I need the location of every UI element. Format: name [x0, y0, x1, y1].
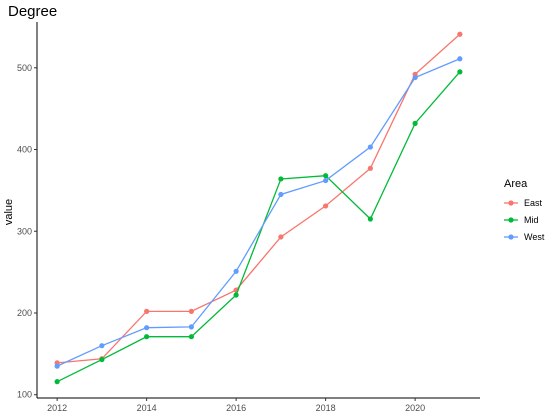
series-east [54, 31, 463, 366]
data-point [144, 325, 150, 331]
data-point [54, 379, 60, 385]
data-point [54, 363, 60, 369]
legend-label: East [524, 198, 543, 208]
data-point [278, 234, 284, 240]
x-tick-label: 2016 [226, 403, 246, 413]
data-point [188, 334, 194, 340]
axes: 100 200 300 400 500 2012 2014 2016 2018 2020 [17, 22, 480, 413]
data-point [457, 69, 463, 75]
data-point [99, 356, 105, 363]
series-west [54, 56, 463, 369]
legend-item-west: West [504, 232, 545, 242]
x-tick-label: 2020 [405, 403, 425, 413]
legend-label: Mid [524, 215, 539, 225]
y-tick-label: 400 [17, 145, 32, 155]
legend-key-point [508, 217, 514, 223]
data-point [412, 74, 418, 81]
data-point [367, 144, 373, 150]
data-point [457, 56, 463, 62]
data-point [367, 165, 373, 171]
data-point [367, 216, 373, 222]
y-tick-label: 100 [17, 390, 32, 400]
data-point [99, 343, 105, 349]
legend-item-mid: Mid [504, 215, 539, 225]
data-point [188, 324, 194, 330]
data-point [233, 268, 239, 274]
legend-title: Area [504, 178, 528, 190]
series-line [56, 58, 461, 367]
data-point [323, 203, 329, 209]
data-point [233, 292, 239, 298]
legend-item-east: East [504, 198, 543, 208]
y-tick-label: 300 [17, 226, 32, 236]
data-point [457, 31, 463, 37]
data-point [144, 334, 150, 340]
y-axis-label: value [3, 199, 15, 225]
data-point [323, 173, 329, 179]
data-point [323, 177, 329, 184]
data-point [412, 120, 418, 126]
y-tick-label: 200 [17, 308, 32, 318]
series-line [57, 33, 461, 364]
x-tick-label: 2018 [316, 403, 336, 413]
chart-title: Degree [8, 3, 57, 20]
legend: Area East Mid West [504, 178, 545, 242]
y-tick-label: 500 [17, 63, 32, 73]
data-point [144, 308, 150, 314]
legend-label: West [524, 232, 545, 242]
series-line [56, 71, 461, 383]
series-mid [54, 69, 463, 385]
x-tick-label: 2014 [137, 403, 157, 413]
legend-key-point [508, 200, 514, 206]
x-tick-label: 2012 [47, 403, 67, 413]
data-point [278, 176, 284, 182]
data-point [188, 308, 194, 314]
legend-key-point [508, 234, 514, 240]
series-group [54, 31, 463, 385]
data-point [278, 191, 284, 198]
